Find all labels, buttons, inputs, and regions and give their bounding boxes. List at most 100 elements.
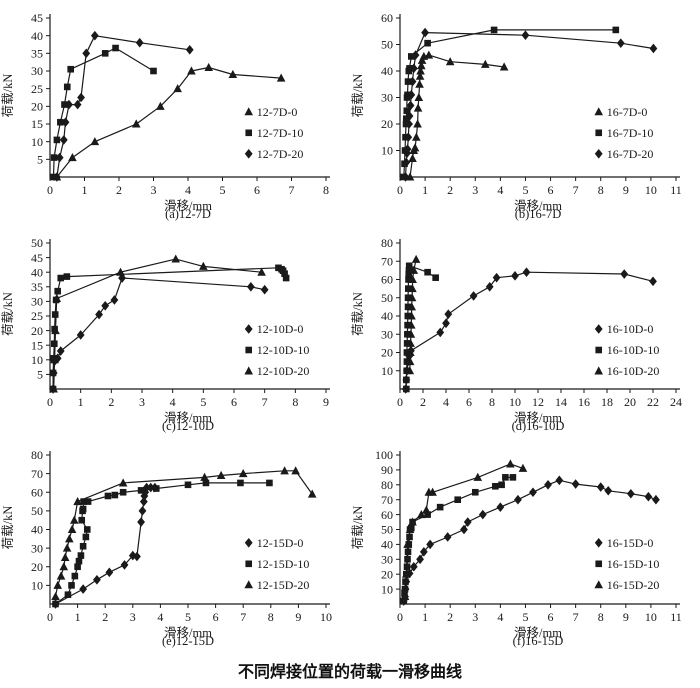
x-tick-label: 5	[522, 610, 528, 624]
x-tick-label: 8	[598, 610, 604, 624]
legend-label: 16-10D-20	[607, 364, 660, 378]
legend-label: 12-15D-10	[257, 557, 310, 571]
x-tick-label: 4	[157, 610, 163, 624]
diamond-marker-icon	[82, 48, 91, 59]
diamond-marker-icon	[55, 152, 64, 163]
legend: 12-15D-0 12-15D-10 12-15D-20	[244, 536, 309, 592]
square-marker-icon	[405, 262, 413, 270]
y-tick-label: 70	[31, 467, 43, 481]
triangle-marker-icon	[409, 265, 419, 274]
triangle-marker-icon	[408, 517, 417, 526]
diamond-marker-icon	[492, 272, 501, 283]
triangle-marker-icon	[50, 355, 59, 364]
square-marker-icon	[112, 44, 119, 52]
x-tick-label: 4	[185, 183, 191, 197]
chart-c-12-10D: 5 10 15 20 25 30 35 40 45 50 0 1 2 3 4 5 6 7 8 9 荷载/kN 滑移/mm(…	[0, 225, 350, 437]
diamond-marker-icon	[596, 482, 605, 492]
series-line-16-7D-10	[403, 29, 616, 178]
square-marker-icon	[79, 505, 87, 513]
triangle-marker-icon	[257, 267, 266, 276]
x-tick-label: 1	[422, 610, 428, 624]
y-tick-label: 70	[381, 493, 393, 507]
x-tick-label: 6	[548, 610, 554, 624]
x-tick-label: 6	[213, 610, 219, 624]
x-tick-label: 3	[139, 395, 145, 409]
legend-label: 12-15D-0	[257, 536, 304, 550]
diamond-marker-icon	[133, 551, 141, 562]
triangle-marker-icon	[414, 92, 424, 101]
triangle-marker-icon	[69, 515, 79, 524]
diamond-marker-icon	[649, 276, 657, 287]
y-tick-label: 50	[381, 291, 393, 305]
figure-caption: 不同焊接位置的荷载一滑移曲线	[237, 664, 462, 681]
diamond-marker-icon	[404, 132, 413, 143]
y-tick-label: 80	[31, 448, 43, 462]
square-marker-icon	[405, 267, 413, 274]
y-tick-label: 30	[31, 541, 43, 555]
square-marker-icon	[150, 67, 157, 75]
diamond-marker-icon	[95, 309, 103, 320]
legend-label: 12-7D-0	[257, 105, 298, 119]
legend: 16-15D-0 16-15D-10 16-15D-20	[594, 536, 659, 592]
square-marker-icon	[400, 597, 408, 605]
triangle-marker-icon	[473, 472, 483, 481]
diamond-marker-icon	[406, 100, 415, 111]
legend-triangle-marker-icon	[244, 580, 254, 589]
square-marker-icon	[612, 26, 620, 34]
triangle-marker-icon	[199, 261, 208, 270]
x-tick-label: 0	[47, 183, 53, 197]
diamond-marker-icon	[139, 496, 148, 507]
series-line-12-7D-0	[56, 66, 282, 178]
x-tick-label: 10	[645, 183, 657, 197]
y-tick-label: 40	[31, 29, 43, 43]
y-tick-label: 45	[31, 251, 43, 265]
triangle-marker-icon	[412, 132, 421, 141]
x-tick-label: 24	[670, 395, 682, 409]
x-tick-label: 0	[397, 610, 403, 624]
diamond-marker-icon	[626, 488, 635, 499]
diamond-marker-icon	[444, 309, 453, 319]
series-line-16-10D-0	[405, 271, 654, 390]
square-marker-icon	[502, 474, 509, 481]
diamond-marker-icon	[408, 76, 417, 87]
triangle-marker-icon	[401, 569, 411, 578]
diamond-marker-icon	[61, 117, 70, 128]
y-tick-label: 70	[381, 254, 393, 268]
triangle-marker-icon	[405, 357, 415, 366]
diamond-marker-icon	[146, 482, 155, 493]
square-marker-icon	[61, 101, 68, 108]
x-tick-label: 2	[108, 395, 114, 409]
y-axis-label: 荷载/kN	[1, 74, 15, 118]
square-marker-icon	[405, 276, 412, 283]
x-tick-label: 9	[323, 395, 329, 409]
x-axis-label: 滑移/mm	[514, 199, 562, 213]
x-tick-label: 8	[598, 183, 604, 197]
x-tick-label: 3	[472, 183, 478, 197]
series-line-16-15D-10	[403, 476, 513, 602]
diamond-marker-icon	[65, 99, 73, 110]
square-marker-icon	[83, 526, 91, 533]
y-tick-label: 35	[31, 47, 43, 61]
y-tick-label: 50	[31, 504, 43, 518]
x-tick-label: 7	[573, 183, 579, 197]
diamond-marker-icon	[120, 560, 129, 570]
diamond-marker-icon	[407, 90, 416, 100]
x-tick-label: 0	[47, 610, 53, 624]
diamond-marker-icon	[246, 282, 255, 292]
square-marker-icon	[471, 488, 479, 496]
square-marker-icon	[67, 65, 74, 73]
y-tick-label: 20	[381, 346, 393, 360]
square-marker-icon	[406, 65, 413, 72]
x-tick-label: 2	[102, 610, 108, 624]
legend-label: 16-7D-20	[607, 147, 654, 161]
y-tick-label: 15	[31, 117, 43, 131]
x-axis-label: 滑移/mm	[164, 411, 212, 425]
diamond-marker-icon	[135, 37, 144, 48]
triangle-marker-icon	[406, 347, 415, 356]
diamond-marker-icon	[53, 172, 61, 182]
legend-triangle-marker-icon	[594, 107, 604, 116]
triangle-marker-icon	[116, 267, 125, 276]
diamond-marker-icon	[529, 487, 537, 498]
